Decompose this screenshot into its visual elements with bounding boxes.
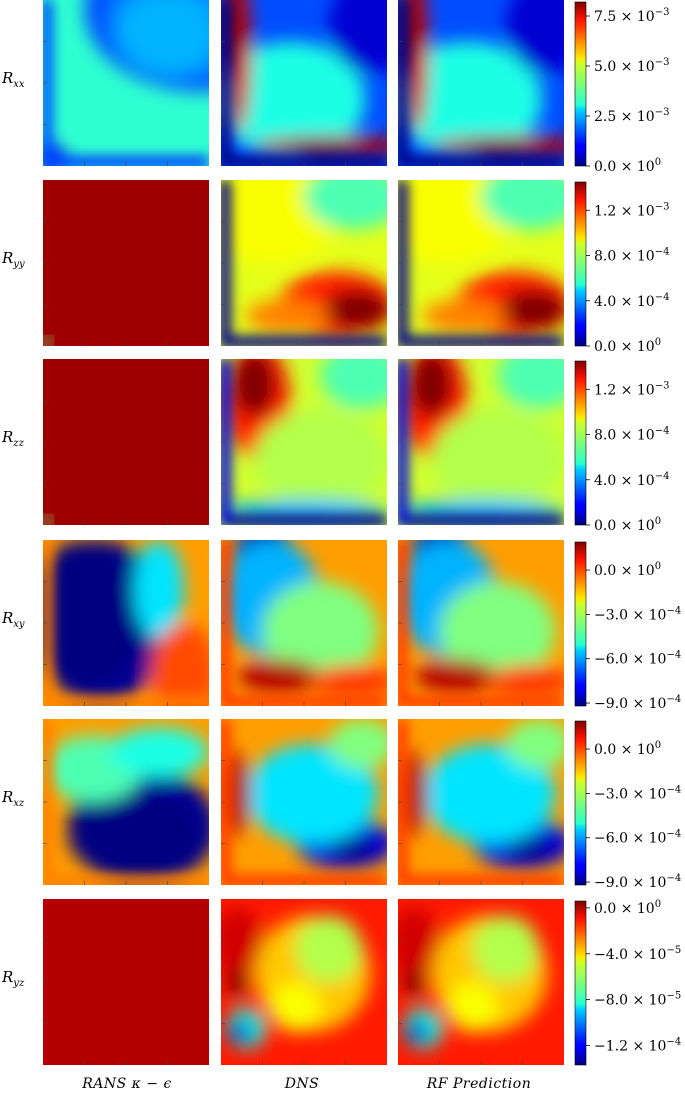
heatmap-rzz-rf-prediction: [398, 359, 564, 525]
heatmap-ryz-dns: [221, 899, 387, 1065]
heatmap-rxy-dns: [221, 540, 387, 706]
colorbar-tick-label: 0.0 × 100: [594, 157, 661, 175]
heatmap-rzz-rans: [43, 359, 209, 525]
heatmap-panels: [43, 0, 564, 1065]
colorbar-tick-label: 0.0 × 100: [594, 899, 661, 917]
row-label-rxz: Rxz: [1, 788, 25, 809]
heatmap-ryy-rf-prediction: [398, 180, 564, 346]
colorbar-tick-label: −3.0 × 10−4: [594, 605, 681, 623]
colorbar-tick-label: −6.0 × 10−4: [594, 829, 681, 847]
column-label-dns: DNS: [284, 1076, 320, 1092]
heatmap-rxx-rans: [43, 0, 209, 166]
colorbar-tick-label: 2.5 × 10−3: [594, 107, 669, 125]
row-labels: Rxx Ryy Rzz Rxy Rxz Ryz: [1, 69, 25, 989]
column-label-rans: RANS κ − ϵ: [81, 1076, 172, 1092]
row-label-rxy: Rxy: [1, 609, 25, 630]
colorbar-tick-label: 1.2 × 10−3: [594, 380, 669, 398]
heatmap-rxx-rf-prediction: [398, 0, 564, 166]
colorbar-tick-label: −8.0 × 10−5: [594, 991, 681, 1009]
heatmap-ryy-dns: [221, 180, 387, 346]
row-label-ryy: Ryy: [1, 249, 25, 270]
colorbar-tick-label: 0.0 × 100: [594, 337, 661, 355]
heatmap-rxz-rans: [43, 719, 209, 885]
heatmap-rxy-rans: [43, 540, 209, 706]
colorbar-ryy: 0.0 × 100 4.0 × 10−4 8.0 × 10−4 1.2 × 10−3: [574, 181, 669, 355]
heatmap-ryz-rf-prediction: [398, 899, 564, 1065]
colorbar-tick-label: −3.0 × 10−4: [594, 784, 681, 802]
colorbar-tick-label: 8.0 × 10−4: [594, 247, 669, 265]
column-label-rf-prediction: RF Prediction: [426, 1076, 531, 1092]
colorbar-tick-label: 1.2 × 10−3: [594, 201, 669, 219]
heatmap-rzz-dns: [221, 359, 387, 525]
row-label-rzz: Rzz: [1, 428, 25, 449]
heatmap-rxz-dns: [221, 719, 387, 885]
colorbar-tick-label: 0.0 × 100: [594, 740, 661, 758]
colorbar-tick-label: −6.0 × 10−4: [594, 650, 681, 668]
heatmap-ryz-rans: [43, 899, 209, 1065]
heatmap-rxz-rf-prediction: [398, 719, 564, 885]
row-label-rxx: Rxx: [1, 69, 25, 90]
colorbar-tick-label: 7.5 × 10−3: [594, 7, 669, 25]
heatmap-rxy-rf-prediction: [398, 540, 564, 706]
colorbar-tick-label: 5.0 × 10−3: [594, 57, 669, 75]
colorbar-tick-label: 4.0 × 10−4: [594, 292, 669, 310]
colorbar-tick-label: 4.0 × 10−4: [594, 471, 669, 489]
colorbar-tick-label: −4.0 × 10−5: [594, 945, 681, 963]
colorbar-ryz: −1.2 × 10−4 −8.0 × 10−5 −4.0 × 10−5 0.0 × 1…: [574, 899, 681, 1066]
column-labels: RANS κ − ϵ DNS RF Prediction: [81, 1076, 531, 1092]
colorbar-rzz: 0.0 × 100 4.0 × 10−4 8.0 × 10−4 1.2 × 10−3: [574, 360, 669, 534]
colorbar-tick-label: 8.0 × 10−4: [594, 426, 669, 444]
colorbar-tick-label: −1.2 × 10−4: [594, 1037, 681, 1055]
colorbar-rxz: −9.0 × 10−4 −6.0 × 10−4 −3.0 × 10−4 0.0 × 1…: [574, 720, 681, 891]
colorbar-tick-label: −9.0 × 10−4: [594, 694, 681, 712]
colorbar-rxx: 0.0 × 100 2.5 × 10−3 5.0 × 10−3 7.5 × 10−3: [574, 1, 669, 175]
colorbar-tick-label: 0.0 × 100: [594, 516, 661, 534]
heatmap-rxx-dns: [221, 0, 387, 166]
colorbar-tick-label: −9.0 × 10−4: [594, 873, 681, 891]
row-label-ryz: Ryz: [1, 968, 25, 989]
colorbar-rxy: −9.0 × 10−4 −6.0 × 10−4 −3.0 × 10−4 0.0 × 1…: [574, 541, 681, 712]
colorbar-tick-label: 0.0 × 100: [594, 561, 661, 579]
heatmap-ryy-rans: [43, 180, 209, 346]
